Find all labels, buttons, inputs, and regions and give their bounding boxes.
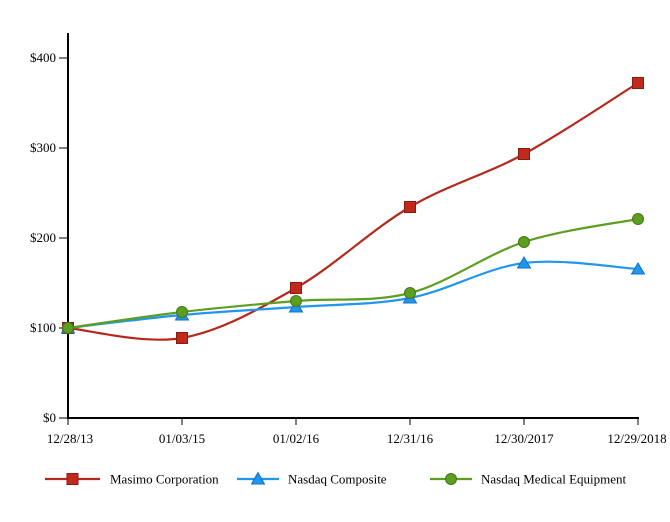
data-point-nasdaq-medical-equipment-01-02-16 xyxy=(290,295,302,307)
data-point-nasdaq-composite-12-30-2017 xyxy=(516,256,532,269)
legend-item-nasdaq-composite: Nasdaq Composite xyxy=(237,471,387,487)
data-point-nasdaq-composite-12-29-2018 xyxy=(630,262,646,275)
y-axis: $0 $100 $200 $300 $400 xyxy=(30,33,69,425)
data-point-nasdaq-medical-equipment-12-30-2017 xyxy=(518,236,530,248)
y-axis-label: $200 xyxy=(30,230,56,245)
data-point-nasdaq-medical-equipment-12-31-16 xyxy=(404,287,416,299)
legend-label: Masimo Corporation xyxy=(110,472,219,487)
x-axis-label: 01/03/15 xyxy=(159,431,205,446)
legend-square-marker-icon xyxy=(66,473,79,485)
y-axis-label: $400 xyxy=(30,50,56,65)
legend: Masimo Corporation Nasdaq Composite Nasd… xyxy=(45,471,627,487)
x-axis-label: 12/30/2017 xyxy=(494,431,554,446)
data-point-nasdaq-medical-equipment-01-03-15 xyxy=(176,306,188,318)
y-axis-label: $100 xyxy=(30,320,56,335)
legend-item-masimo-corporation: Masimo Corporation xyxy=(45,472,219,487)
y-axis-label: $0 xyxy=(43,410,56,425)
x-axis-label: 12/31/16 xyxy=(387,431,434,446)
legend-label: Nasdaq Medical Equipment xyxy=(481,472,627,487)
series-line-nasdaq-composite xyxy=(66,260,640,330)
data-point-masimo-corporation-12-30-2017 xyxy=(518,148,530,160)
y-axis-label: $300 xyxy=(30,140,56,155)
data-point-masimo-corporation-12-31-16 xyxy=(404,201,416,213)
data-point-masimo-corporation-12-29-2018 xyxy=(632,77,644,89)
series-lines xyxy=(60,77,646,344)
x-axis: 12/28/13 01/03/15 01/02/16 12/31/16 12/3… xyxy=(47,417,667,446)
legend-circle-marker-icon xyxy=(445,473,457,485)
data-point-nasdaq-medical-equipment-12-29-2018 xyxy=(632,213,644,225)
data-point-masimo-corporation-01-02-16 xyxy=(290,282,302,294)
series-line-masimo-corporation xyxy=(66,81,640,341)
x-axis-label: 12/29/2018 xyxy=(607,431,666,446)
data-point-nasdaq-medical-equipment-12-28-13 xyxy=(62,322,74,334)
data-point-masimo-corporation-01-03-15 xyxy=(176,332,188,344)
series-line-nasdaq-medical-equipment xyxy=(66,217,640,330)
x-axis-label: 12/28/13 xyxy=(47,431,93,446)
legend-label: Nasdaq Composite xyxy=(288,472,387,487)
x-axis-label: 01/02/16 xyxy=(273,431,320,446)
legend-item-nasdaq-medical-equipment: Nasdaq Medical Equipment xyxy=(430,472,627,487)
legend-triangle-marker-icon xyxy=(250,471,266,485)
